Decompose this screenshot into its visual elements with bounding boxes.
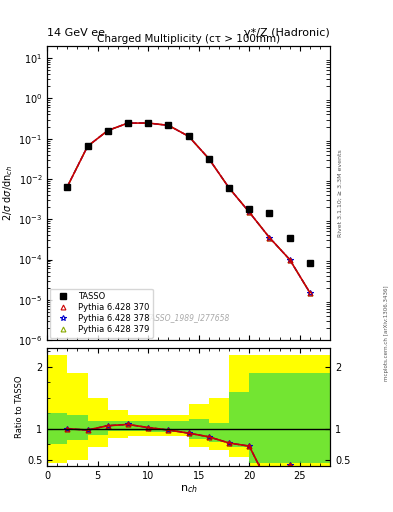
Pythia 6.428 370	[247, 209, 252, 215]
Pythia 6.428 379	[308, 290, 312, 296]
TASSO	[186, 133, 191, 139]
Pythia 6.428 379	[85, 143, 90, 150]
Pythia 6.428 378	[166, 122, 171, 129]
Pythia 6.428 370	[146, 120, 151, 126]
Pythia 6.428 378	[85, 143, 90, 150]
TASSO	[85, 143, 90, 150]
Pythia 6.428 370	[65, 183, 70, 189]
X-axis label: n$_{ch}$: n$_{ch}$	[180, 483, 198, 495]
Pythia 6.428 378	[308, 290, 312, 296]
Pythia 6.428 378	[227, 185, 231, 191]
Pythia 6.428 370	[267, 234, 272, 241]
Text: mcplots.cern.ch [arXiv:1306.3436]: mcplots.cern.ch [arXiv:1306.3436]	[384, 285, 389, 380]
Pythia 6.428 370	[85, 143, 90, 150]
Pythia 6.428 378	[247, 209, 252, 215]
TASSO	[308, 261, 312, 267]
Legend: TASSO, Pythia 6.428 370, Pythia 6.428 378, Pythia 6.428 379: TASSO, Pythia 6.428 370, Pythia 6.428 37…	[50, 289, 153, 337]
TASSO	[206, 156, 211, 162]
Pythia 6.428 379	[126, 120, 130, 126]
Line: TASSO: TASSO	[64, 120, 313, 267]
Pythia 6.428 379	[267, 234, 272, 241]
Pythia 6.428 379	[287, 257, 292, 263]
Pythia 6.428 379	[65, 183, 70, 189]
Pythia 6.428 370	[227, 185, 231, 191]
TASSO	[65, 183, 70, 189]
TASSO	[105, 127, 110, 134]
Pythia 6.428 378	[287, 257, 292, 263]
TASSO	[287, 234, 292, 241]
Pythia 6.428 379	[146, 120, 151, 126]
Pythia 6.428 370	[287, 257, 292, 263]
Pythia 6.428 370	[308, 290, 312, 296]
Line: Pythia 6.428 378: Pythia 6.428 378	[64, 120, 313, 295]
Line: Pythia 6.428 370: Pythia 6.428 370	[65, 121, 312, 295]
Pythia 6.428 378	[186, 133, 191, 139]
Pythia 6.428 379	[105, 127, 110, 134]
Pythia 6.428 378	[126, 120, 130, 126]
Line: Pythia 6.428 379: Pythia 6.428 379	[65, 121, 312, 295]
Pythia 6.428 370	[206, 156, 211, 162]
Title: Charged Multiplicity (cτ > 100mm): Charged Multiplicity (cτ > 100mm)	[97, 34, 280, 44]
Pythia 6.428 370	[186, 133, 191, 139]
Pythia 6.428 378	[267, 234, 272, 241]
TASSO	[267, 210, 272, 217]
Y-axis label: Rivet 3.1.10; ≥ 3.3M events: Rivet 3.1.10; ≥ 3.3M events	[338, 149, 343, 237]
Y-axis label: Ratio to TASSO: Ratio to TASSO	[15, 376, 24, 438]
TASSO	[146, 120, 151, 126]
Pythia 6.428 379	[227, 185, 231, 191]
Pythia 6.428 370	[105, 127, 110, 134]
Text: 14 GeV ee: 14 GeV ee	[47, 28, 105, 38]
Pythia 6.428 378	[65, 183, 70, 189]
TASSO	[126, 120, 130, 126]
Pythia 6.428 379	[247, 209, 252, 215]
Text: γ*/Z (Hadronic): γ*/Z (Hadronic)	[244, 28, 330, 38]
Pythia 6.428 370	[126, 120, 130, 126]
Pythia 6.428 378	[146, 120, 151, 126]
TASSO	[247, 206, 252, 212]
Y-axis label: 2/$\sigma$ d$\sigma$/dn$_{ch}$: 2/$\sigma$ d$\sigma$/dn$_{ch}$	[2, 165, 15, 221]
TASSO	[227, 185, 231, 191]
Pythia 6.428 378	[206, 156, 211, 162]
TASSO	[166, 122, 171, 129]
Text: TASSO_1989_I277658: TASSO_1989_I277658	[147, 313, 230, 323]
Pythia 6.428 370	[166, 122, 171, 129]
Pythia 6.428 379	[166, 122, 171, 129]
Pythia 6.428 379	[186, 133, 191, 139]
Pythia 6.428 378	[105, 127, 110, 134]
Pythia 6.428 379	[206, 156, 211, 162]
